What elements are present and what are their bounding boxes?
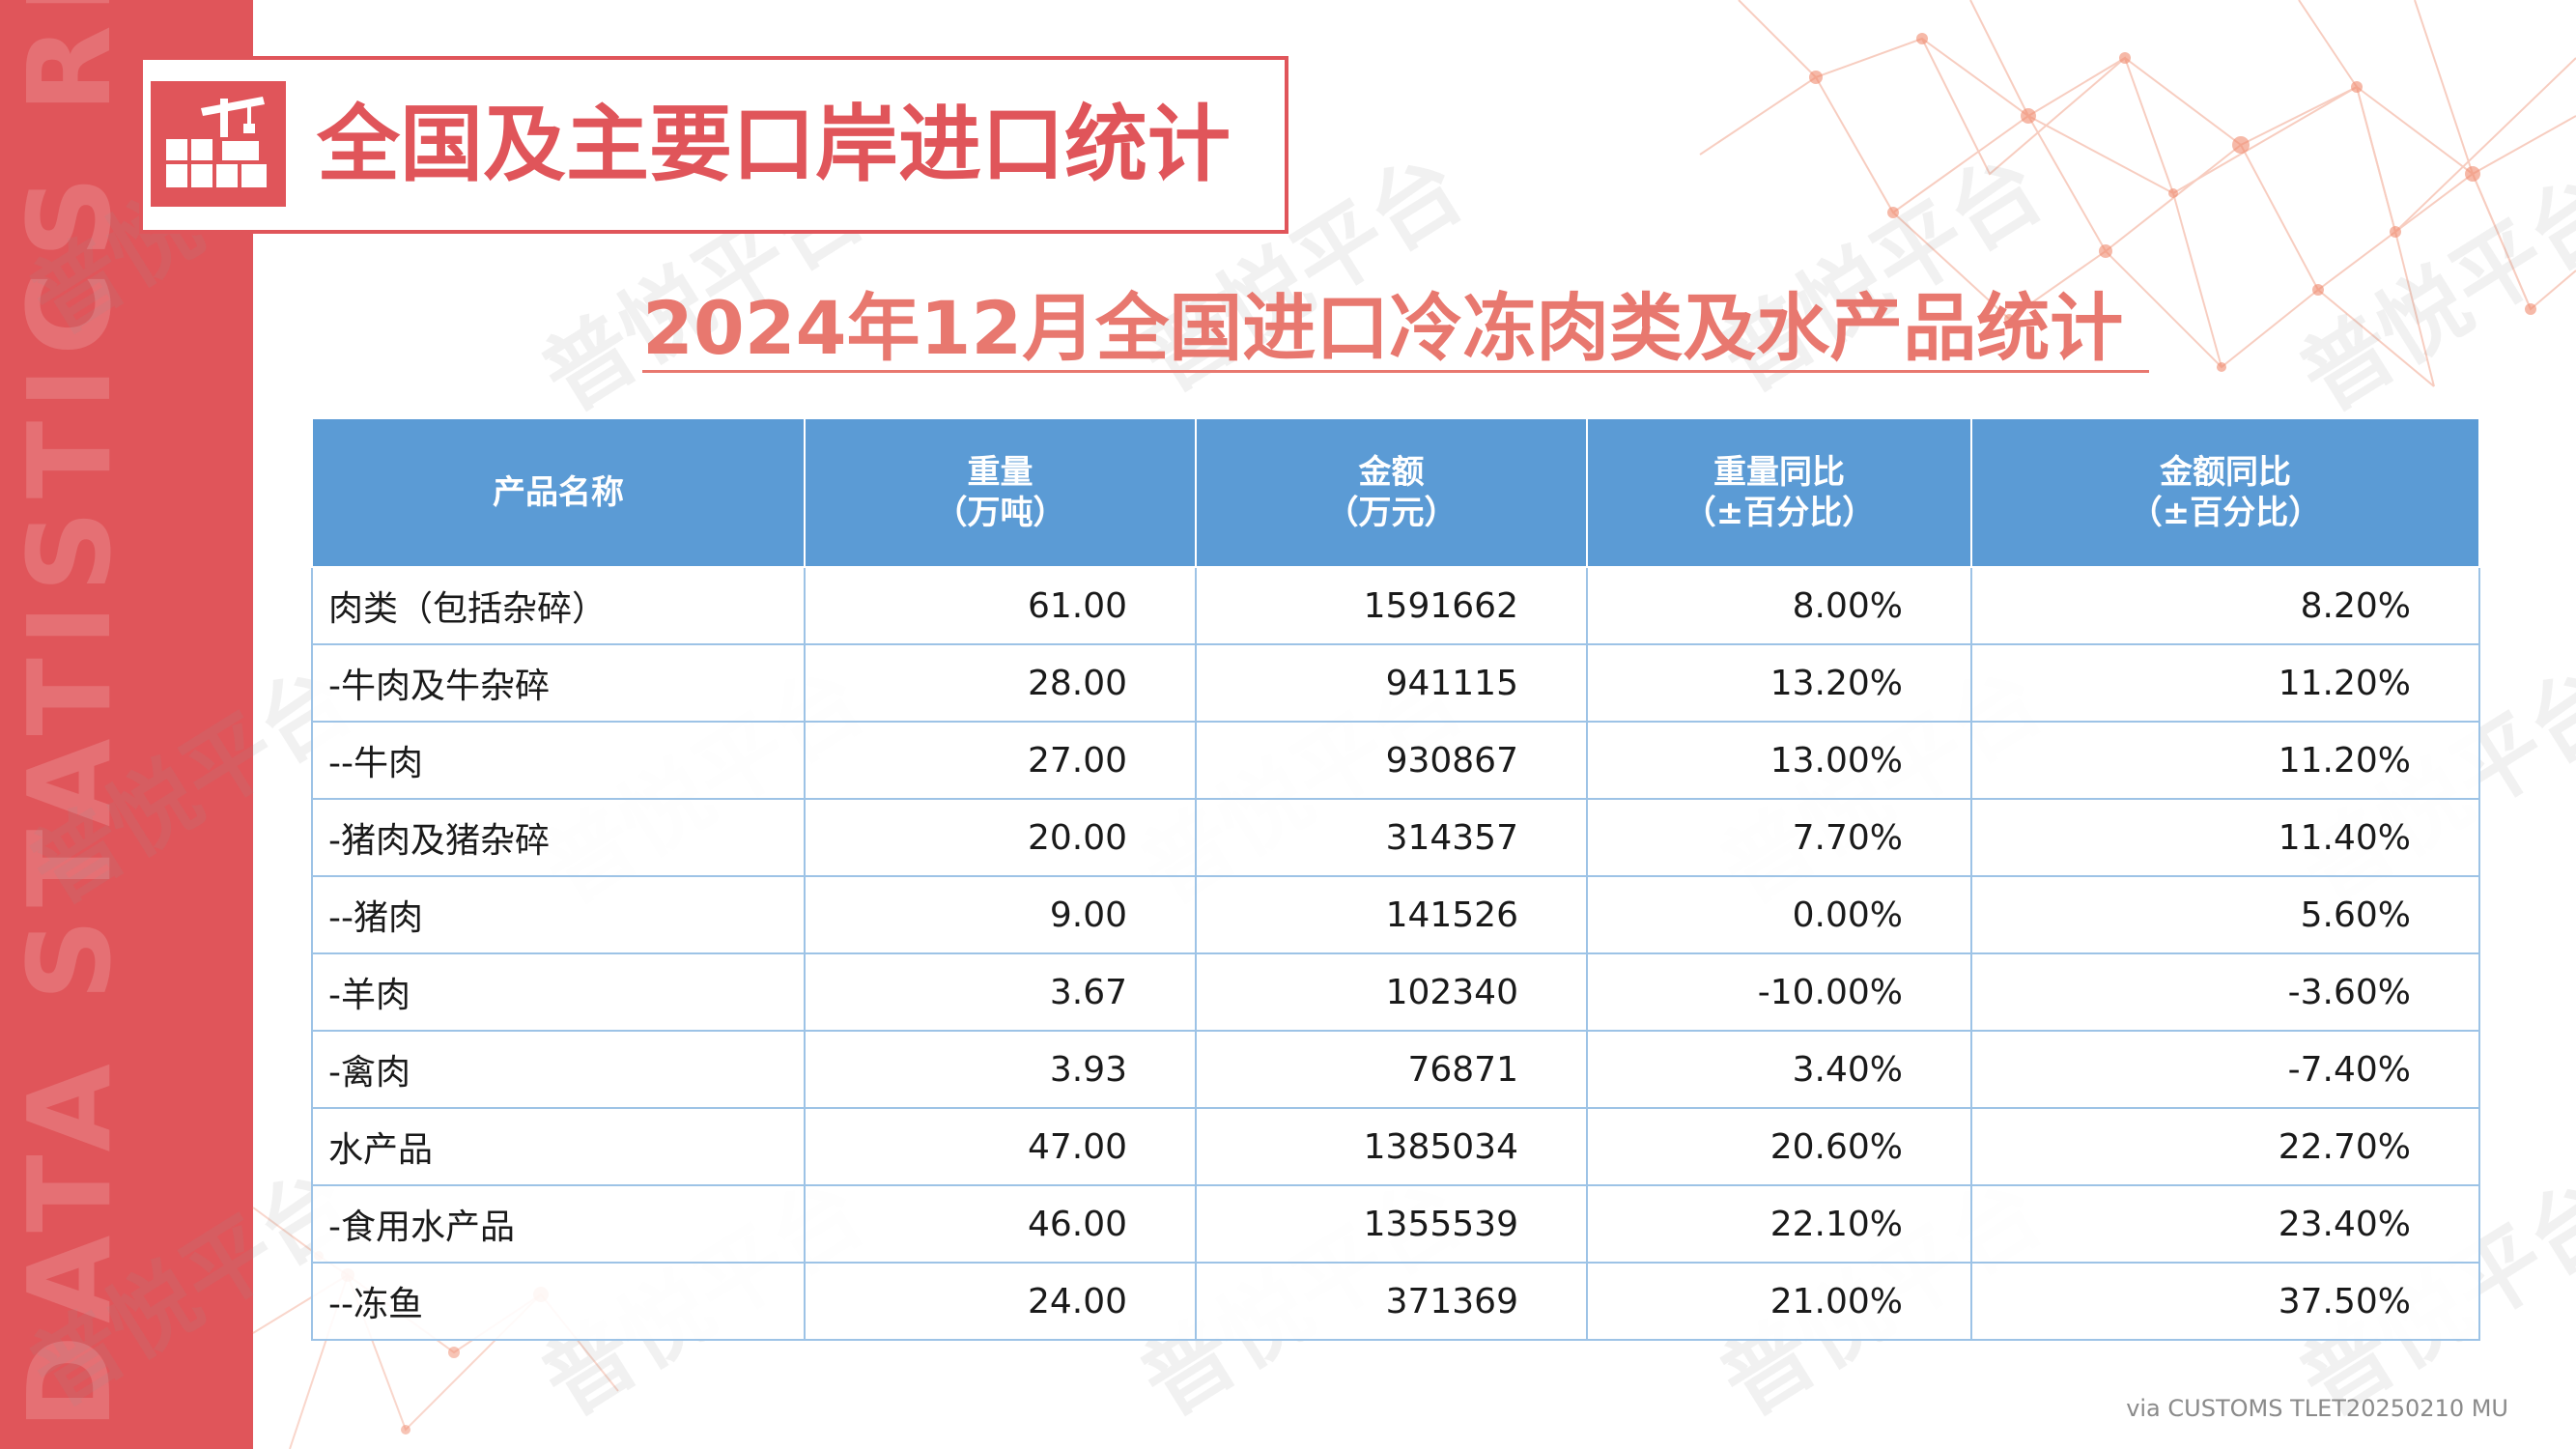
sidebar-band: DATA STATISTICS REPORT	[0, 0, 253, 1449]
cell-product-name: -牛肉及牛杂碎	[311, 644, 806, 723]
cell-amount-yoy: 11.20%	[1970, 722, 2480, 800]
cell-amount-yoy: 37.50%	[1970, 1263, 2480, 1341]
cell-amount: 1355539	[1195, 1185, 1588, 1264]
cell-amount-yoy: 22.70%	[1970, 1108, 2480, 1186]
title-underline	[642, 370, 2149, 373]
cell-product-name: --冻鱼	[311, 1263, 806, 1341]
cell-weight-yoy: 21.00%	[1586, 1263, 1972, 1341]
table-header-row: 产品名称 重量 （万吨） 金额 （万元） 重量同比 （±百分比） 金额同比 （±…	[311, 417, 2480, 568]
cell-weight: 3.93	[804, 1031, 1197, 1109]
table-row: --牛肉 27.00 930867 13.00% 11.20%	[311, 722, 2480, 800]
table-row: -羊肉 3.67 102340 -10.00% -3.60%	[311, 953, 2480, 1032]
cell-amount-yoy: -7.40%	[1970, 1031, 2480, 1109]
cell-amount: 930867	[1195, 722, 1588, 800]
cell-weight-yoy: 7.70%	[1586, 799, 1972, 877]
cell-weight: 24.00	[804, 1263, 1197, 1341]
cell-weight-yoy: 13.00%	[1586, 722, 1972, 800]
section-title-box: 全国及主要口岸进口统计	[139, 56, 1288, 234]
table-row: -牛肉及牛杂碎 28.00 941115 13.20% 11.20%	[311, 644, 2480, 723]
table-row: --冻鱼 24.00 371369 21.00% 37.50%	[311, 1263, 2480, 1341]
header-amount-yoy: 金额同比 （±百分比）	[1970, 417, 2480, 568]
cell-product-name: -羊肉	[311, 953, 806, 1032]
cell-amount: 102340	[1195, 953, 1588, 1032]
cell-product-name: -猪肉及猪杂碎	[311, 799, 806, 877]
table-row: --猪肉 9.00 141526 0.00% 5.60%	[311, 876, 2480, 954]
cell-amount-yoy: 11.20%	[1970, 644, 2480, 723]
cell-amount: 1385034	[1195, 1108, 1588, 1186]
cell-weight-yoy: 3.40%	[1586, 1031, 1972, 1109]
header-amount: 金额 （万元）	[1195, 417, 1588, 568]
table-body: 肉类（包括杂碎） 61.00 1591662 8.00% 8.20% -牛肉及牛杂碎 28.…	[311, 567, 2480, 1341]
cell-weight: 28.00	[804, 644, 1197, 723]
cell-amount-yoy: 8.20%	[1970, 567, 2480, 645]
cell-amount: 1591662	[1195, 567, 1588, 645]
table-row: -猪肉及猪杂碎 20.00 314357 7.70% 11.40%	[311, 799, 2480, 877]
table-row: 水产品 47.00 1385034 20.60% 22.70%	[311, 1108, 2480, 1186]
cell-amount: 76871	[1195, 1031, 1588, 1109]
cell-product-name: --猪肉	[311, 876, 806, 954]
cell-weight: 9.00	[804, 876, 1197, 954]
cell-weight-yoy: 8.00%	[1586, 567, 1972, 645]
table-row: -禽肉 3.93 76871 3.40% -7.40%	[311, 1031, 2480, 1109]
cell-amount: 314357	[1195, 799, 1588, 877]
cell-product-name: 肉类（包括杂碎）	[311, 567, 806, 645]
import-stats-table: 产品名称 重量 （万吨） 金额 （万元） 重量同比 （±百分比） 金额同比 （±…	[311, 417, 2480, 1341]
cell-weight-yoy: 13.20%	[1586, 644, 1972, 723]
cell-weight: 3.67	[804, 953, 1197, 1032]
cell-weight: 47.00	[804, 1108, 1197, 1186]
header-weight-yoy: 重量同比 （±百分比）	[1586, 417, 1972, 568]
report-title: 2024年12月全国进口冷冻肉类及水产品统计	[642, 285, 2124, 371]
cell-amount: 141526	[1195, 876, 1588, 954]
table-row: 肉类（包括杂碎） 61.00 1591662 8.00% 8.20%	[311, 567, 2480, 645]
header-product-name: 产品名称	[311, 417, 806, 568]
cell-amount: 371369	[1195, 1263, 1588, 1341]
cell-weight: 61.00	[804, 567, 1197, 645]
cell-weight-yoy: -10.00%	[1586, 953, 1972, 1032]
section-title: 全国及主要口岸进口统计	[317, 97, 1231, 193]
source-note: via CUSTOMS TLET20250210 MU	[2126, 1395, 2508, 1422]
cell-amount-yoy: -3.60%	[1970, 953, 2480, 1032]
cell-weight: 20.00	[804, 799, 1197, 877]
table-row: -食用水产品 46.00 1355539 22.10% 23.40%	[311, 1185, 2480, 1264]
cell-amount-yoy: 11.40%	[1970, 799, 2480, 877]
cell-weight-yoy: 0.00%	[1586, 876, 1972, 954]
cell-weight: 46.00	[804, 1185, 1197, 1264]
cell-product-name: -禽肉	[311, 1031, 806, 1109]
cell-product-name: 水产品	[311, 1108, 806, 1186]
cell-weight-yoy: 22.10%	[1586, 1185, 1972, 1264]
cell-amount: 941115	[1195, 644, 1588, 723]
cell-weight: 27.00	[804, 722, 1197, 800]
cell-amount-yoy: 5.60%	[1970, 876, 2480, 954]
cell-amount-yoy: 23.40%	[1970, 1185, 2480, 1264]
header-weight: 重量 （万吨）	[804, 417, 1197, 568]
cell-product-name: --牛肉	[311, 722, 806, 800]
cell-product-name: -食用水产品	[311, 1185, 806, 1264]
crane-containers-icon	[151, 81, 286, 207]
cell-weight-yoy: 20.60%	[1586, 1108, 1972, 1186]
